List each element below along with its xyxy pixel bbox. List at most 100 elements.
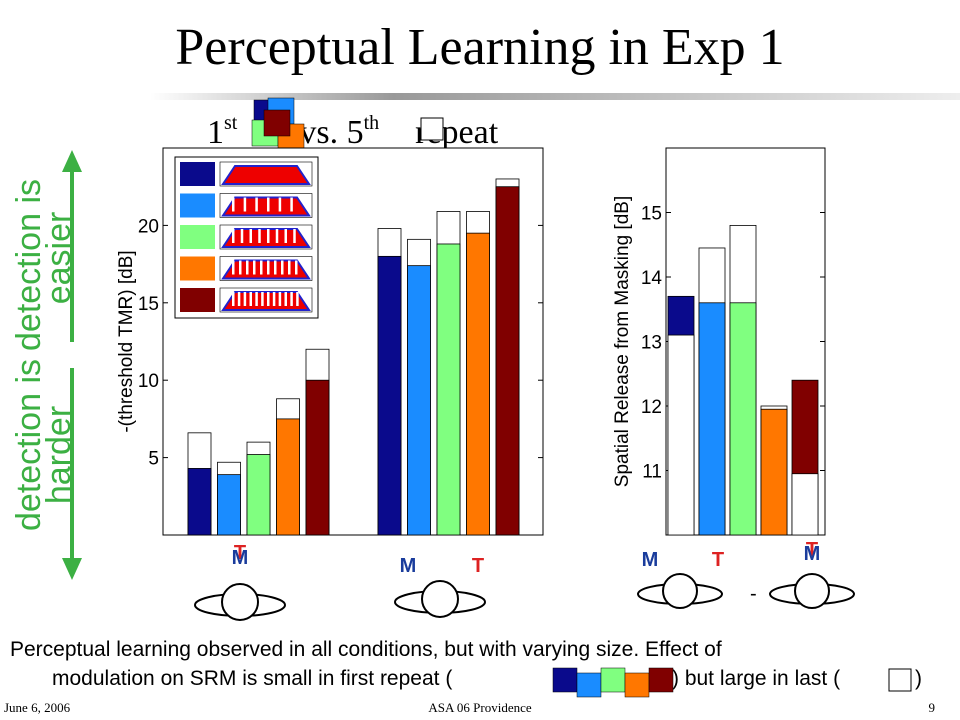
caption: ): [915, 667, 922, 690]
pos-label: T: [234, 542, 246, 564]
wave-notch: [255, 292, 258, 306]
wave-notch: [272, 292, 276, 306]
legend-swatch: [180, 256, 215, 281]
wave-notch: [290, 292, 293, 306]
y-tick-label: 12: [641, 397, 662, 418]
caption: ) but large in last (: [672, 667, 840, 690]
first-swatches: [251, 97, 305, 151]
y-tick-label: 11: [642, 462, 662, 483]
swatch: [552, 667, 578, 693]
swatch: [600, 667, 626, 693]
wave-notch: [232, 292, 235, 306]
pos-label: M: [232, 547, 249, 569]
title: Perceptual Learning in Exp 1: [175, 19, 784, 76]
side-text: easier: [40, 212, 78, 305]
wave-notch: [284, 292, 287, 306]
arrow-head: [62, 150, 82, 172]
wave-notch: [260, 260, 263, 275]
y-tick-label: 14: [641, 268, 663, 289]
side-text: detection is: [10, 179, 48, 351]
bar: [791, 473, 819, 536]
wave: [221, 165, 311, 185]
bar: [377, 255, 402, 536]
title-rule: [150, 93, 960, 100]
wave: [221, 291, 311, 311]
bar: [495, 186, 520, 536]
caption: modulation on SRM is small in first repe…: [52, 667, 452, 690]
legend-swatch: [180, 225, 215, 249]
bar: [407, 265, 431, 536]
bar: [217, 474, 241, 536]
pos-label: T: [712, 549, 724, 571]
fifth-swatch: [888, 668, 912, 692]
swatch: [576, 672, 602, 698]
wave-notch: [255, 197, 258, 212]
wave-notch: [240, 229, 244, 243]
y-tick-label: 20: [138, 216, 159, 237]
wave-notch: [274, 260, 277, 275]
footer: June 6, 2006: [4, 700, 71, 715]
pos-label: T: [806, 539, 818, 561]
bar: [466, 232, 490, 536]
pos-label: T: [472, 555, 484, 577]
pos-label: M: [400, 555, 417, 577]
bar: [760, 408, 788, 536]
caption: Perceptual learning observed in all cond…: [10, 638, 722, 661]
side-text: detection is: [10, 359, 48, 531]
y-tick-label: 10: [138, 371, 159, 392]
wave-notch: [284, 229, 287, 243]
wave-notch: [249, 292, 252, 306]
bar: [187, 468, 212, 536]
pos-label: M: [804, 543, 821, 565]
wave-notch: [267, 229, 270, 243]
y-axis-label: -(threshold TMR) [dB]: [116, 250, 137, 432]
wave-notch: [267, 197, 270, 212]
wave-notch: [267, 260, 270, 275]
y-tick-label: 15: [641, 204, 662, 225]
wave-notch: [275, 229, 279, 243]
swatch: [263, 109, 291, 137]
swatch: [624, 672, 650, 698]
wave: [221, 196, 311, 217]
wave-notch: [261, 292, 264, 306]
wave-notch: [243, 197, 247, 212]
minus: -: [750, 583, 757, 605]
side-text: harder: [40, 406, 78, 504]
wave-notch: [278, 292, 282, 306]
footer: 9: [929, 700, 936, 715]
footer: ASA 06 Providence: [428, 700, 532, 715]
legend-swatch: [180, 162, 215, 186]
arrow-head: [62, 558, 82, 580]
legend-swatch: [180, 193, 215, 218]
wave-notch: [290, 197, 293, 212]
wave-notch: [232, 229, 235, 243]
first-swatches: [552, 667, 674, 698]
wave-notch: [239, 260, 242, 275]
wave-notch: [243, 292, 247, 306]
bar: [305, 379, 330, 536]
wave-notch: [296, 292, 299, 306]
wave-notch: [278, 197, 282, 212]
wave-notch: [293, 229, 296, 243]
wave-notch: [295, 260, 298, 275]
bar: [246, 454, 271, 536]
legend-swatch: [180, 288, 215, 312]
y-tick-label: 15: [138, 294, 159, 315]
wave: [221, 228, 311, 248]
head-diagrams: [194, 573, 855, 621]
swatch: [648, 667, 674, 693]
wave-notch: [232, 197, 235, 212]
y-axis-label: Spatial Release from Masking [dB]: [612, 196, 633, 487]
wave-notch: [246, 260, 249, 275]
wave-notch: [281, 260, 284, 275]
inset-legend: [174, 156, 319, 319]
pos-label: M: [642, 549, 659, 571]
y-tick-label: 5: [148, 449, 159, 470]
wave-notch: [253, 260, 256, 275]
wave-notch: [267, 292, 270, 306]
bar: [729, 302, 757, 536]
fifth-swatch: [420, 117, 444, 141]
subtitle: 1st vs. 5th repeat: [207, 112, 499, 151]
wave-notch: [237, 292, 241, 306]
